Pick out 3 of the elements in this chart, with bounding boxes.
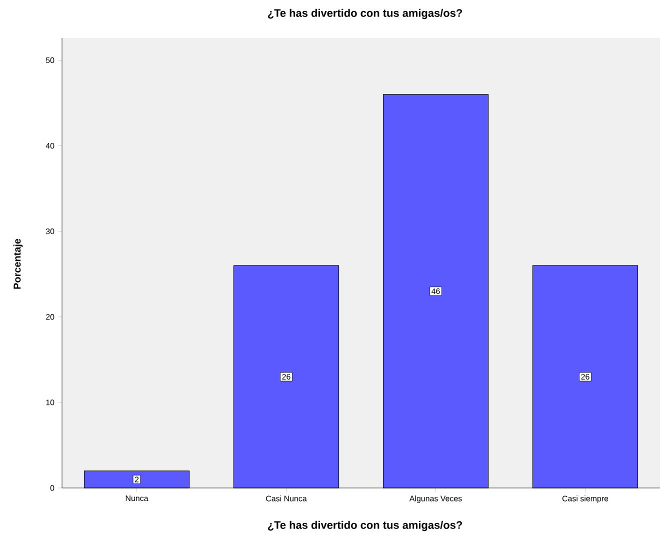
chart-title: ¿Te has divertido con tus amigas/os? [268, 8, 462, 20]
y-axis-title: Porcentaje [13, 238, 23, 289]
x-axis-title: ¿Te has divertido con tus amigas/os? [268, 520, 462, 532]
